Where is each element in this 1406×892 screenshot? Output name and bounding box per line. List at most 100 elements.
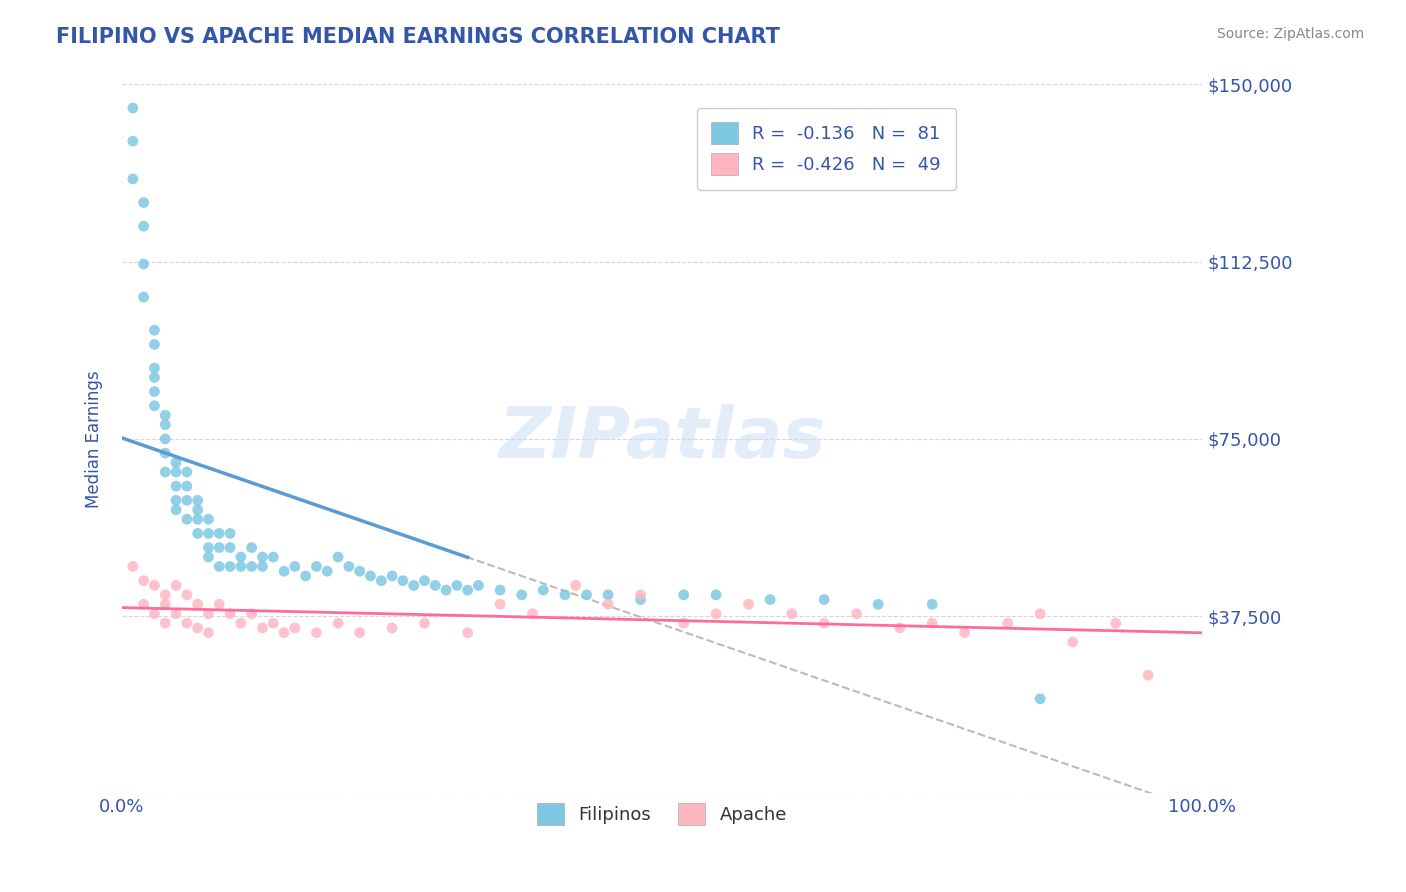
Point: [326, 549, 349, 564]
Point: [208, 597, 231, 611]
Point: [132, 597, 155, 611]
Point: [305, 559, 328, 574]
Point: [187, 512, 209, 526]
Point: [598, 597, 620, 611]
Point: [457, 625, 479, 640]
Point: [704, 607, 727, 621]
Point: [510, 588, 533, 602]
Point: [349, 564, 371, 578]
Point: [187, 493, 209, 508]
Point: [252, 549, 274, 564]
Point: [489, 597, 512, 611]
Point: [402, 578, 425, 592]
Point: [208, 559, 231, 574]
Point: [165, 465, 187, 479]
Point: [845, 607, 868, 621]
Point: [143, 337, 166, 351]
Point: [564, 578, 586, 592]
Point: [219, 559, 242, 574]
Point: [630, 588, 652, 602]
Point: [1062, 635, 1084, 649]
Point: [229, 549, 252, 564]
Point: [155, 432, 177, 446]
Point: [165, 503, 187, 517]
Point: [176, 588, 198, 602]
Point: [121, 101, 143, 115]
Point: [155, 446, 177, 460]
Point: [370, 574, 392, 588]
Point: [446, 578, 468, 592]
Point: [813, 616, 835, 631]
Point: [1029, 691, 1052, 706]
Point: [143, 607, 166, 621]
Point: [1105, 616, 1128, 631]
Point: [425, 578, 447, 592]
Point: [704, 588, 727, 602]
Point: [284, 559, 307, 574]
Point: [187, 503, 209, 517]
Point: [413, 574, 436, 588]
Point: [132, 574, 155, 588]
Point: [143, 370, 166, 384]
Point: [1029, 607, 1052, 621]
Point: [672, 588, 695, 602]
Point: [337, 559, 360, 574]
Point: [176, 493, 198, 508]
Point: [953, 625, 976, 640]
Point: [868, 597, 890, 611]
Point: [187, 526, 209, 541]
Point: [155, 616, 177, 631]
Point: [326, 616, 349, 631]
Point: [262, 616, 284, 631]
Point: [197, 526, 219, 541]
Point: [143, 323, 166, 337]
Point: [489, 583, 512, 598]
Point: [176, 479, 198, 493]
Point: [921, 616, 943, 631]
Point: [155, 465, 177, 479]
Point: [143, 361, 166, 376]
Point: [121, 172, 143, 186]
Point: [813, 592, 835, 607]
Point: [759, 592, 782, 607]
Point: [349, 625, 371, 640]
Point: [252, 559, 274, 574]
Point: [143, 384, 166, 399]
Point: [381, 621, 404, 635]
Point: [997, 616, 1019, 631]
Point: [240, 607, 263, 621]
Point: [457, 583, 479, 598]
Point: [284, 621, 307, 635]
Point: [197, 549, 219, 564]
Point: [554, 588, 576, 602]
Point: [176, 465, 198, 479]
Point: [219, 526, 242, 541]
Point: [165, 456, 187, 470]
Legend: Filipinos, Apache: Filipinos, Apache: [529, 794, 796, 834]
Point: [273, 564, 295, 578]
Point: [262, 549, 284, 564]
Point: [219, 607, 242, 621]
Point: [165, 578, 187, 592]
Point: [143, 578, 166, 592]
Point: [155, 417, 177, 432]
Point: [132, 195, 155, 210]
Point: [197, 625, 219, 640]
Point: [598, 588, 620, 602]
Point: [381, 569, 404, 583]
Point: [121, 559, 143, 574]
Point: [780, 607, 803, 621]
Point: [522, 607, 544, 621]
Point: [305, 625, 328, 640]
Point: [155, 597, 177, 611]
Point: [240, 541, 263, 555]
Point: [197, 541, 219, 555]
Point: [737, 597, 759, 611]
Y-axis label: Median Earnings: Median Earnings: [86, 370, 103, 508]
Point: [132, 219, 155, 234]
Point: [630, 592, 652, 607]
Point: [165, 479, 187, 493]
Point: [132, 257, 155, 271]
Point: [273, 625, 295, 640]
Point: [467, 578, 489, 592]
